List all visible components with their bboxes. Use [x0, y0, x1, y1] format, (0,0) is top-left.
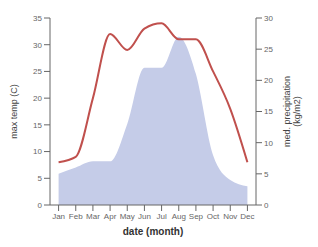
svg-text:5: 5 [38, 174, 43, 183]
svg-text:0: 0 [264, 201, 269, 210]
svg-text:15: 15 [264, 107, 273, 116]
svg-text:10: 10 [264, 139, 273, 148]
svg-text:Oct: Oct [207, 212, 220, 221]
svg-text:30: 30 [264, 14, 273, 23]
svg-text:Sep: Sep [189, 212, 204, 221]
svg-text:date (month): date (month) [123, 226, 184, 237]
svg-text:Apr: Apr [104, 212, 117, 221]
svg-text:Jul: Jul [156, 212, 166, 221]
svg-text:10: 10 [33, 147, 42, 156]
svg-text:25: 25 [33, 67, 42, 76]
svg-text:35: 35 [33, 14, 42, 23]
svg-text:20: 20 [33, 94, 42, 103]
svg-text:5: 5 [264, 170, 269, 179]
svg-text:15: 15 [33, 121, 42, 130]
svg-text:Jun: Jun [138, 212, 151, 221]
svg-text:30: 30 [33, 41, 42, 50]
svg-text:Mar: Mar [86, 212, 100, 221]
svg-text:20: 20 [264, 76, 273, 85]
svg-text:max temp (C): max temp (C) [9, 84, 19, 139]
svg-text:Jan: Jan [52, 212, 65, 221]
svg-text:May: May [120, 212, 135, 221]
svg-text:med. precipitation(kg/m2): med. precipitation(kg/m2) [282, 76, 302, 147]
svg-text:25: 25 [264, 45, 273, 54]
svg-text:Dec: Dec [240, 212, 254, 221]
svg-text:Aug: Aug [172, 212, 186, 221]
svg-text:Feb: Feb [69, 212, 83, 221]
svg-text:0: 0 [38, 201, 43, 210]
svg-text:Nov: Nov [223, 212, 237, 221]
